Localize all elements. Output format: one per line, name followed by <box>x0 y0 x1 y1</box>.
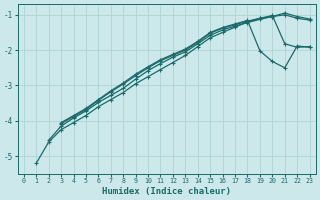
X-axis label: Humidex (Indice chaleur): Humidex (Indice chaleur) <box>102 187 231 196</box>
